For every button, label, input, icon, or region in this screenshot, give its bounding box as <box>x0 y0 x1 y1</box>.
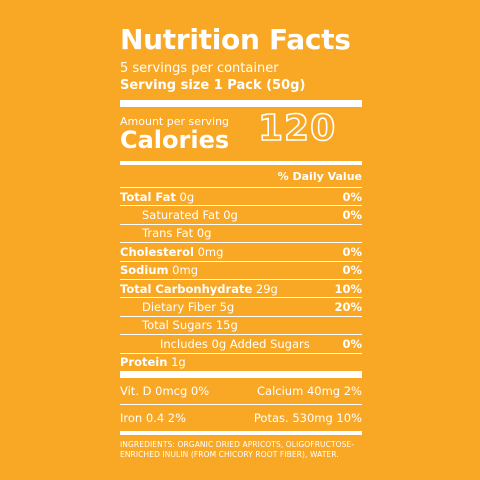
thick-divider <box>120 370 362 378</box>
nutrient-name: Sodium <box>120 263 169 278</box>
nutrient-amount: 0g <box>219 208 238 223</box>
nutrient-daily-value: 10% <box>334 281 362 296</box>
nutrient-row-sodium: Sodium 0mg 0% <box>120 262 362 279</box>
nutrient-row-cholesterol: Cholesterol 0mg 0% <box>120 243 362 260</box>
nutrient-row-added-sugars: Includes 0g Added Sugars 0% <box>120 335 362 352</box>
nutrient-name: Includes 0g Added Sugars <box>160 336 310 351</box>
nutrient-name: Total Sugars <box>142 318 213 333</box>
nutrient-row-saturated-fat: Saturated Fat 0g 0% <box>120 206 362 223</box>
medium-divider <box>120 161 362 165</box>
vitamin-row: Vit. D 0mcg 0% Calcium 40mg 2% <box>120 378 362 404</box>
nutrient-daily-value: 20% <box>334 300 362 315</box>
divider <box>120 187 362 188</box>
nutrient-daily-value: 0% <box>342 189 362 204</box>
amount-per-serving: Amount per serving <box>120 115 230 128</box>
nutrient-daily-value: 0% <box>342 336 362 351</box>
calories-value: 120 <box>257 107 337 150</box>
vitamin-right: Calcium 40mg 2% <box>257 383 362 398</box>
serving-size: Serving size 1 Pack (50g) <box>120 78 306 93</box>
nutrient-row-total-carbohydrate: Total Carbonhydrate 29g 10% <box>120 280 362 297</box>
nutrition-facts-label: Nutrition Facts 5 servings per container… <box>120 22 362 460</box>
nutrient-daily-value: 0% <box>342 208 362 223</box>
nutrient-name: Total Carbonhydrate <box>120 281 253 296</box>
nutrient-name: Saturated Fat <box>142 208 220 223</box>
nutrient-amount: 0mg <box>168 263 199 278</box>
servings-per-container: 5 servings per container <box>120 61 279 76</box>
vitamin-right: Potas. 530mg 10% <box>253 410 362 425</box>
divider <box>120 205 362 207</box>
nutrient-row-protein: Protein 1g <box>120 354 362 371</box>
nutrient-amount: 5g <box>215 300 235 315</box>
nutrient-amount: 0g <box>175 189 195 204</box>
vitamin-left: Vit. D 0mcg 0% <box>120 383 210 398</box>
nutrient-name: Trans Fat <box>142 226 194 241</box>
nutrient-row-dietary-fiber: Dietary Fiber 5g 20% <box>120 298 362 315</box>
divider <box>120 260 362 262</box>
nutrient-name: Protein <box>120 355 168 370</box>
nutrient-daily-value: 0% <box>342 244 362 259</box>
divider <box>120 403 362 405</box>
nutrient-row-total-fat: Total Fat 0g 0% <box>120 188 362 205</box>
nutrient-daily-value: 0% <box>342 263 362 278</box>
nutrient-row-trans-fat: Trans Fat 0g <box>120 225 362 242</box>
divider <box>120 297 362 299</box>
daily-value-header: % Daily Value <box>277 169 362 183</box>
vitamin-row: Iron 0.4 2% Potas. 530mg 10% <box>120 405 362 431</box>
divider <box>120 278 362 280</box>
thick-divider <box>120 100 362 107</box>
nutrient-amount: 0g <box>193 226 212 241</box>
nutrient-amount: 0mg <box>193 244 224 259</box>
divider <box>120 223 362 225</box>
nutrient-amount: 29g <box>252 281 278 296</box>
vitamin-left: Iron 0.4 2% <box>120 410 187 425</box>
nutrient-name: Total Fat <box>120 189 176 204</box>
nutrient-amount: 15g <box>212 318 238 333</box>
nutrient-name: Cholesterol <box>120 244 194 259</box>
divider <box>120 352 362 354</box>
calories-label: Calories <box>120 126 230 154</box>
nutrient-row-total-sugars: Total Sugars 15g <box>120 317 362 334</box>
ingredients-text: INGREDIENTS: ORGANIC DRIED APRICOTS, OLI… <box>120 439 355 459</box>
divider <box>120 334 362 336</box>
divider <box>120 242 362 244</box>
nutrient-name: Dietary Fiber <box>142 300 216 315</box>
label-title: Nutrition Facts <box>120 23 351 56</box>
calories-block: Amount per serving Calories 120 <box>120 107 362 161</box>
divider <box>120 315 362 317</box>
medium-divider <box>120 430 362 435</box>
nutrient-amount: 1g <box>167 355 186 370</box>
